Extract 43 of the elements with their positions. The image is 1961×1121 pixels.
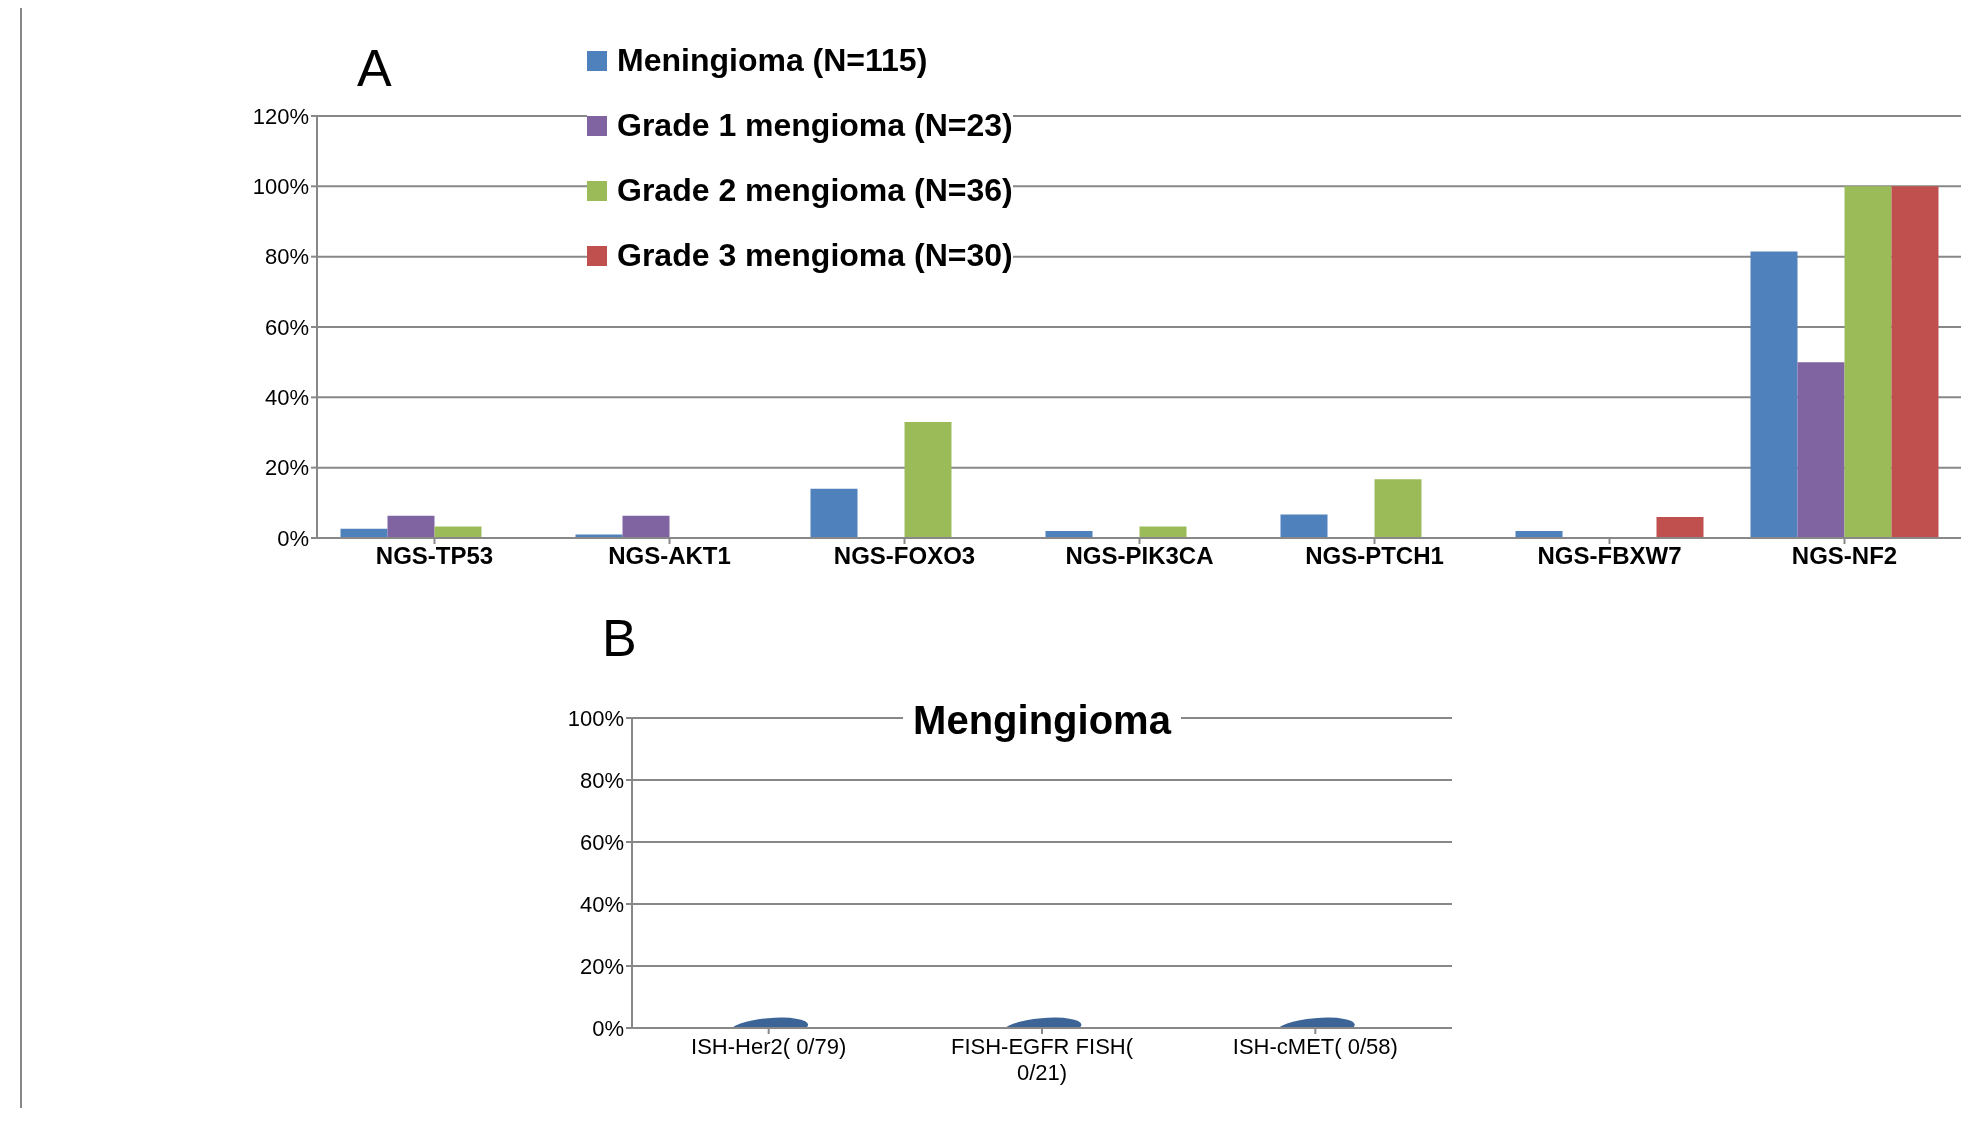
y-tick-label: 0%: [592, 1015, 624, 1041]
x-tick-label: NGS-TP53: [375, 542, 494, 569]
bar: [1750, 251, 1798, 538]
x-tick-label: FISH-EGFR FISH( 0/21): [950, 1034, 1134, 1086]
y-tick-label: 100%: [252, 174, 309, 200]
bar: [1374, 479, 1422, 538]
x-tick-label: NGS-AKT1: [608, 542, 731, 569]
legend-label: Grade 1 mengioma (N=23): [617, 107, 1013, 144]
y-tick-label: 100%: [567, 705, 624, 731]
x-tick-label: NGS-PIK3CA: [1065, 542, 1214, 569]
text: B: [602, 608, 637, 668]
x-tick-label: NGS-FBXW7: [1537, 542, 1682, 569]
chart-title: Mengingioma: [903, 698, 1181, 742]
y-tick-label: 20%: [264, 455, 309, 481]
bar: [622, 515, 670, 538]
bar: [387, 515, 435, 538]
x-tick-label: NGS-NF2: [1791, 542, 1898, 569]
text: A: [357, 38, 392, 98]
bar: [1891, 186, 1939, 538]
bar: [810, 488, 858, 538]
y-tick-label: 40%: [579, 891, 624, 917]
y-tick-label: 20%: [579, 953, 624, 979]
y-tick-label: 60%: [264, 314, 309, 340]
legend-label: Grade 3 mengioma (N=30): [617, 237, 1013, 274]
y-tick-label: 80%: [579, 767, 624, 793]
x-tick-label: NGS-FOXO3: [833, 542, 976, 569]
bar: [904, 421, 952, 538]
bar: [1844, 186, 1892, 538]
x-tick-label: ISH-Her2( 0/79): [691, 1034, 847, 1059]
y-tick-label: 40%: [264, 385, 309, 411]
bar: [1139, 526, 1187, 538]
bar: [434, 526, 482, 538]
legend-label: Meningioma (N=115): [617, 42, 928, 79]
bar: [1656, 516, 1704, 538]
y-tick-label: 120%: [252, 103, 309, 129]
x-tick-label: ISH-cMET( 0/58): [1232, 1034, 1398, 1059]
y-tick-label: 0%: [277, 525, 309, 551]
bar: [1797, 362, 1845, 538]
legend-label: Grade 2 mengioma (N=36): [617, 172, 1013, 209]
bar: [1280, 514, 1328, 538]
y-tick-label: 80%: [264, 244, 309, 270]
y-tick-label: 60%: [579, 829, 624, 855]
x-tick-label: NGS-PTCH1: [1305, 542, 1444, 569]
